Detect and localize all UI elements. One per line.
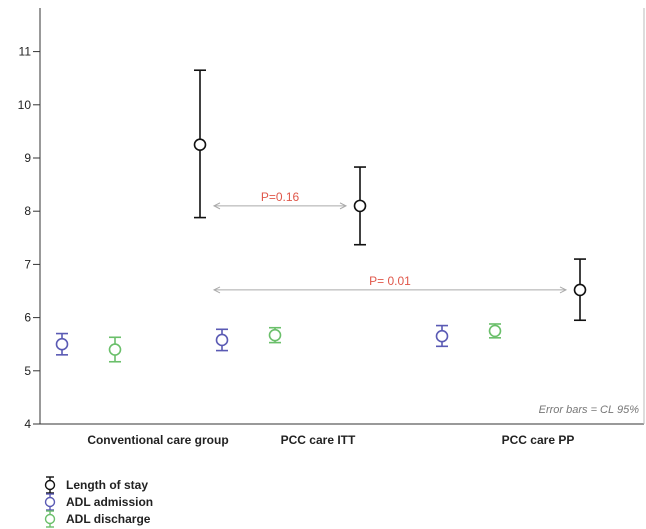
mean-marker	[215, 333, 229, 347]
y-tick-label: 9	[24, 151, 31, 165]
p-value-arrowhead-left	[212, 202, 221, 210]
y-tick-label: 6	[24, 311, 31, 325]
x-category-label: PCC care PP	[502, 433, 575, 447]
p-value-arrowhead-right	[559, 286, 568, 294]
legend-label: Length of stay	[66, 478, 148, 492]
legend-label: ADL discharge	[66, 512, 151, 526]
legend-item: Length of stay	[44, 476, 148, 494]
y-tick-label: 10	[18, 98, 32, 112]
x-category-label: Conventional care group	[87, 433, 228, 447]
error-bar-point	[55, 332, 69, 356]
y-tick-label: 4	[24, 417, 31, 431]
legend-marker-circle	[44, 513, 56, 525]
mean-marker	[435, 329, 449, 343]
legend-marker-icon	[44, 510, 56, 528]
mean-marker	[353, 199, 367, 213]
mean-marker	[573, 283, 587, 297]
annotations: P=0.16 P= 0.01	[212, 190, 568, 294]
y-tick-label: 8	[24, 204, 31, 218]
p-value-annotation: P=0.16	[212, 190, 348, 210]
p-value-arrowhead-left	[212, 286, 221, 294]
error-bar-point	[353, 166, 367, 246]
legend-marker-icon	[44, 476, 56, 494]
error-bar-point	[573, 258, 587, 322]
error-bar-point	[215, 328, 229, 352]
y-tick-label: 7	[24, 257, 31, 271]
mean-marker	[488, 324, 502, 338]
mean-marker	[108, 343, 122, 356]
error-bar-point	[435, 324, 449, 348]
legend-label: ADL admission	[66, 495, 153, 509]
axes: 4 5 6 7 8 9 10 11 Conventional care group PCC car…	[18, 8, 645, 447]
marks	[55, 69, 587, 363]
legend-marker-icon	[44, 493, 56, 511]
error-bar-point	[108, 336, 122, 363]
legend-item: ADL admission	[44, 493, 153, 511]
mean-marker	[268, 328, 282, 342]
legend-item: ADL discharge	[44, 510, 151, 528]
p-value-label: P=0.16	[261, 190, 300, 204]
p-value-annotation: P= 0.01	[212, 274, 568, 294]
y-tick-label: 11	[19, 45, 32, 59]
x-category-label: PCC care ITT	[281, 433, 356, 447]
p-value-arrowhead-right	[339, 202, 348, 210]
legend: Length of stay ADL admission ADL discharge	[44, 476, 153, 528]
y-tick-label: 5	[24, 364, 31, 378]
error-bar-point	[193, 69, 207, 219]
error-bar-note: Error bars = CL 95%	[539, 404, 640, 416]
legend-marker-circle	[44, 479, 56, 491]
mean-marker	[55, 337, 69, 351]
error-bar-point	[268, 326, 282, 344]
p-value-label: P= 0.01	[369, 274, 411, 288]
mean-marker	[193, 138, 207, 151]
legend-marker-circle	[44, 496, 56, 508]
error-bar-point	[488, 323, 502, 339]
